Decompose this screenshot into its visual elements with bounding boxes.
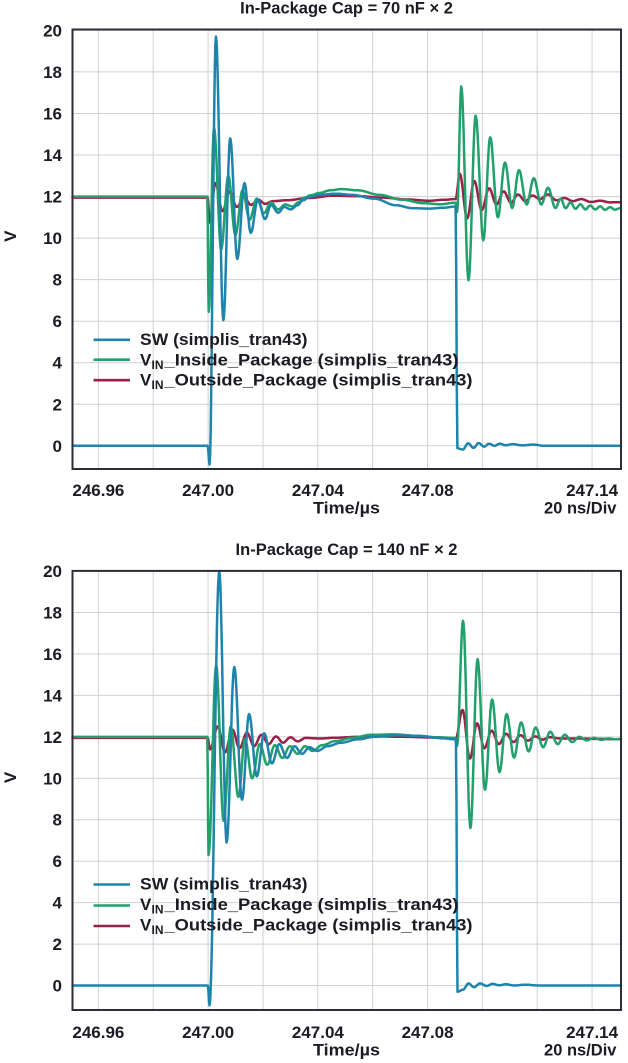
svg-text:2: 2 [53,935,62,954]
svg-text:In-Package Cap = 70 nF × 2: In-Package Cap = 70 nF × 2 [240,0,453,18]
svg-text:18: 18 [43,604,62,623]
svg-text:4: 4 [53,354,63,373]
svg-text:8: 8 [53,811,62,830]
svg-text:IN: IN [152,358,164,372]
svg-text:246.96: 246.96 [72,1023,124,1042]
svg-text:V: V [140,895,152,914]
svg-text:0: 0 [53,437,62,456]
svg-text:16: 16 [43,105,62,124]
svg-text:247.14: 247.14 [566,1023,619,1042]
svg-text:16: 16 [43,645,62,664]
svg-text:12: 12 [43,728,62,747]
svg-text:14: 14 [43,686,62,705]
svg-text:18: 18 [43,63,62,82]
svg-text:6: 6 [53,852,62,871]
svg-text:Time/µs: Time/µs [313,500,380,518]
svg-text:20: 20 [43,562,62,581]
svg-text:SW (simplis_tran43): SW (simplis_tran43) [140,330,308,349]
svg-text:IN: IN [152,923,164,937]
svg-text:10: 10 [43,769,62,788]
svg-text:_Outside_Package (simplis_tran: _Outside_Package (simplis_tran43) [163,916,472,935]
svg-text:12: 12 [43,188,62,207]
svg-text:8: 8 [53,271,62,290]
svg-text:10: 10 [43,229,62,248]
svg-text:247.14: 247.14 [566,481,619,500]
svg-text:6: 6 [53,312,62,331]
svg-text:_Outside_Package (simplis_tran: _Outside_Package (simplis_tran43) [163,371,472,390]
svg-text:V: V [1,771,20,783]
svg-text:V: V [140,371,152,390]
svg-text:20: 20 [43,21,62,40]
svg-text:247.08: 247.08 [402,1023,454,1042]
svg-text:247.04: 247.04 [292,481,345,500]
svg-text:20 ns/Div: 20 ns/Div [544,500,617,518]
svg-text:Time/µs: Time/µs [313,1042,380,1060]
svg-text:V: V [140,916,152,935]
svg-text:_Inside_Package (simplis_tran4: _Inside_Package (simplis_tran43) [163,895,458,914]
svg-text:247.04: 247.04 [292,1023,345,1042]
svg-text:20 ns/Div: 20 ns/Div [544,1042,617,1060]
svg-text:247.00: 247.00 [182,481,234,500]
svg-text:V: V [1,230,20,242]
svg-text:IN: IN [152,378,164,392]
svg-text:247.08: 247.08 [402,481,454,500]
svg-text:SW (simplis_tran43): SW (simplis_tran43) [140,875,308,894]
svg-text:2: 2 [53,395,62,414]
svg-text:V: V [140,350,152,369]
svg-text:IN: IN [152,903,164,917]
svg-text:246.96: 246.96 [72,481,124,500]
svg-text:_Inside_Package (simplis_tran4: _Inside_Package (simplis_tran43) [163,350,458,369]
svg-text:4: 4 [53,894,63,913]
svg-text:In-Package Cap = 140 nF × 2: In-Package Cap = 140 nF × 2 [236,541,458,559]
svg-text:14: 14 [43,146,62,165]
svg-text:0: 0 [53,977,62,996]
svg-text:247.00: 247.00 [182,1023,234,1042]
